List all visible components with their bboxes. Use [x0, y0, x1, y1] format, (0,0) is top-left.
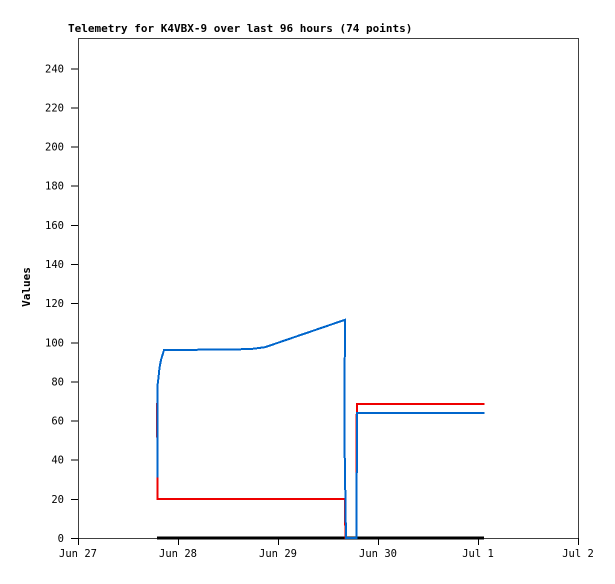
y-axis-tick-label: 240 — [45, 63, 64, 75]
y-axis-tick-label: 60 — [51, 416, 64, 428]
x-axis-tick-label: Jul 2 — [562, 548, 594, 560]
y-axis-tick-label: 0 — [58, 533, 64, 545]
chart-title: Telemetry for K4VBX-9 over last 96 hours… — [68, 22, 412, 35]
plot-border — [78, 38, 579, 539]
series-line-channel-blue — [156, 318, 485, 539]
x-axis-tick-label: Jun 28 — [159, 548, 197, 560]
x-axis-tick-label: Jun 27 — [59, 548, 97, 560]
series-lines — [156, 318, 485, 540]
y-axis-title: Values — [20, 267, 33, 307]
y-axis-tick-label: 40 — [51, 455, 64, 467]
y-axis-tick-label: 120 — [45, 298, 64, 310]
x-axis-tick-label: Jun 30 — [359, 548, 397, 560]
x-axis-tick-label: Jun 29 — [259, 548, 297, 560]
series-line-channel-red — [156, 402, 485, 539]
y-axis: 0 20 40 60 80 100 120 140 160 180 200 220 240 — [45, 63, 78, 545]
y-axis-tick-label: 80 — [51, 376, 64, 388]
y-axis-tick-label: 20 — [51, 494, 64, 506]
y-axis-tick-label: 100 — [45, 337, 64, 349]
y-axis-tick-label: 200 — [45, 142, 64, 154]
y-axis-tick-label: 180 — [45, 181, 64, 193]
y-axis-tick-label: 220 — [45, 102, 64, 114]
x-axis-tick-label: Jul 1 — [462, 548, 494, 560]
y-axis-tick-label: 140 — [45, 259, 64, 271]
y-axis-tick-label: 160 — [45, 220, 64, 232]
x-axis: Jun 27 Jun 28 Jun 29 Jun 30 Jul 1 Jul 2 — [59, 538, 594, 560]
